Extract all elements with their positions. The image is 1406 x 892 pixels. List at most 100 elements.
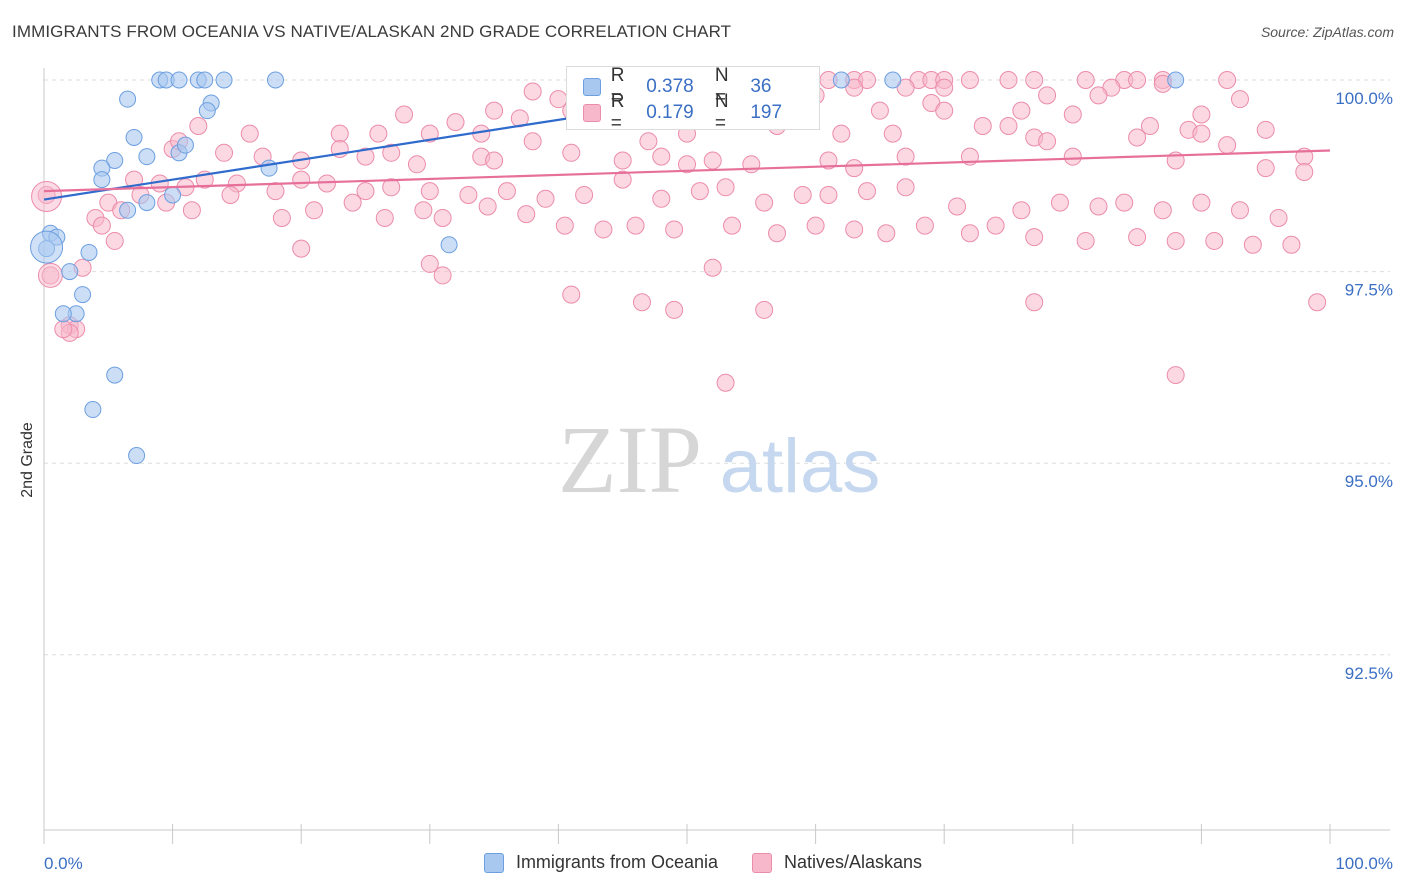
point-oceania bbox=[266, 71, 284, 89]
point-oceania bbox=[164, 186, 182, 204]
point-natives bbox=[1012, 201, 1031, 220]
watermark-zip: ZIP bbox=[558, 406, 702, 513]
point-natives bbox=[1243, 235, 1262, 254]
point-natives bbox=[382, 178, 401, 197]
point-natives bbox=[690, 182, 709, 201]
point-natives bbox=[562, 143, 581, 162]
point-natives bbox=[986, 216, 1005, 235]
point-natives bbox=[832, 124, 851, 143]
point-natives bbox=[755, 300, 774, 319]
point-natives bbox=[562, 285, 581, 304]
series-legend: Immigrants from Oceania Natives/Alaskans bbox=[0, 852, 1406, 873]
point-oceania bbox=[198, 102, 216, 120]
point-natives bbox=[845, 220, 864, 239]
point-natives bbox=[806, 216, 825, 235]
point-natives bbox=[1218, 136, 1237, 155]
point-natives bbox=[768, 224, 787, 243]
point-natives bbox=[819, 151, 838, 170]
point-natives bbox=[240, 124, 259, 143]
point-natives bbox=[716, 178, 735, 197]
point-natives bbox=[523, 132, 542, 151]
point-oceania bbox=[260, 159, 278, 177]
point-natives bbox=[1076, 71, 1095, 89]
point-natives bbox=[1205, 231, 1224, 250]
point-natives bbox=[915, 216, 934, 235]
legend-item-oceania[interactable]: Immigrants from Oceania bbox=[483, 852, 718, 873]
point-natives bbox=[999, 71, 1018, 89]
point-natives bbox=[182, 201, 201, 220]
point-natives bbox=[221, 185, 240, 204]
series-oceania-points bbox=[30, 71, 1185, 465]
point-natives bbox=[755, 193, 774, 212]
point-natives bbox=[742, 155, 761, 174]
point-natives bbox=[1128, 71, 1147, 89]
point-natives bbox=[292, 170, 311, 189]
y-tick-label: 92.5% bbox=[1345, 664, 1393, 683]
point-oceania bbox=[832, 71, 850, 89]
point-natives bbox=[896, 78, 915, 97]
point-natives bbox=[896, 178, 915, 197]
x-tick-label: 0.0% bbox=[44, 854, 83, 873]
point-natives bbox=[960, 224, 979, 243]
point-natives bbox=[536, 189, 555, 208]
point-natives bbox=[723, 216, 742, 235]
point-natives bbox=[626, 216, 645, 235]
point-natives bbox=[1025, 293, 1044, 312]
point-natives bbox=[1025, 228, 1044, 247]
point-natives bbox=[935, 101, 954, 120]
point-oceania bbox=[196, 71, 214, 89]
legend-label-oceania: Immigrants from Oceania bbox=[515, 852, 718, 872]
point-natives bbox=[665, 220, 684, 239]
legend-row-natives: R = 0.179 N = 197 bbox=[583, 91, 819, 134]
point-natives bbox=[716, 373, 735, 392]
point-oceania bbox=[138, 194, 156, 212]
point-oceania bbox=[884, 71, 902, 89]
point-oceania bbox=[125, 128, 143, 146]
point-natives bbox=[433, 208, 452, 227]
legend-item-natives[interactable]: Natives/Alaskans bbox=[752, 852, 922, 873]
legend-r-label: R = bbox=[610, 91, 625, 134]
point-natives bbox=[678, 155, 696, 174]
point-natives bbox=[883, 124, 902, 143]
point-natives bbox=[105, 231, 124, 250]
trend-line-natives bbox=[43, 149, 1331, 193]
legend-swatch-natives bbox=[752, 852, 772, 873]
point-oceania bbox=[74, 286, 92, 304]
point-natives bbox=[1025, 71, 1044, 89]
point-natives bbox=[613, 151, 632, 170]
point-natives bbox=[870, 101, 889, 120]
point-natives bbox=[639, 132, 658, 151]
point-natives bbox=[356, 147, 375, 166]
point-natives bbox=[215, 143, 234, 162]
point-natives bbox=[343, 193, 362, 212]
point-natives bbox=[632, 293, 651, 312]
legend-n-value-natives: 197 bbox=[750, 102, 783, 123]
point-natives bbox=[1282, 235, 1301, 254]
point-natives bbox=[1038, 132, 1057, 151]
point-oceania bbox=[106, 366, 124, 384]
point-natives bbox=[37, 262, 63, 288]
chart-title: IMMIGRANTS FROM OCEANIA VS NATIVE/ALASKA… bbox=[12, 22, 732, 41]
point-natives bbox=[594, 220, 613, 239]
point-natives bbox=[793, 185, 812, 204]
legend-row-oceania: R = 0.378 N = 36 bbox=[583, 65, 819, 108]
point-natives bbox=[845, 78, 864, 97]
legend-n-label: N = bbox=[714, 91, 729, 134]
point-natives bbox=[703, 258, 722, 277]
point-natives bbox=[517, 205, 536, 224]
point-natives bbox=[375, 208, 394, 227]
y-tick-label: 95.0% bbox=[1345, 472, 1393, 491]
point-natives bbox=[395, 105, 414, 124]
point-natives bbox=[446, 113, 465, 132]
point-natives bbox=[555, 216, 574, 235]
point-natives bbox=[613, 170, 632, 189]
y-tick-label: 100.0% bbox=[1335, 89, 1393, 108]
legend-swatch-oceania bbox=[583, 78, 601, 96]
point-natives bbox=[266, 182, 285, 201]
point-natives bbox=[1192, 105, 1211, 124]
point-natives bbox=[1128, 128, 1147, 147]
source-label: Source: ZipAtlas.com bbox=[1260, 24, 1394, 40]
point-natives bbox=[414, 201, 433, 220]
point-natives bbox=[478, 197, 497, 216]
point-natives bbox=[1089, 86, 1108, 105]
